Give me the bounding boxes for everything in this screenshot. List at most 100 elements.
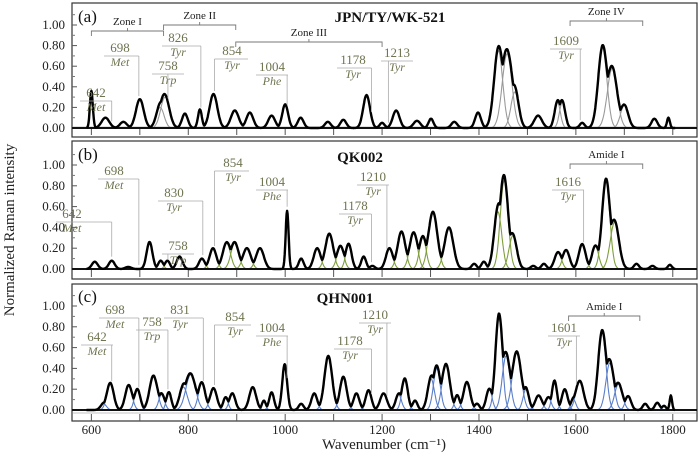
- annotation-residue: Tyr: [367, 322, 383, 336]
- y-tick-label: 0.40: [42, 219, 65, 234]
- fitted-component-peak: [502, 351, 531, 411]
- annotation-residue: Tyr: [342, 348, 358, 362]
- annotation-wavenumber: 830: [164, 185, 184, 200]
- annotation-residue: Tyr: [347, 213, 363, 227]
- fitted-component-peak: [491, 53, 523, 129]
- panel-b: 0.000.200.400.600.801.00 QK002(b)642Met69…: [42, 140, 698, 280]
- annotation-wavenumber: 642: [87, 329, 107, 344]
- zone-label: Zone IV: [588, 6, 625, 18]
- fitted-component-peak: [597, 362, 623, 411]
- zone-bracket: Zone IV: [569, 6, 644, 26]
- annotation-wavenumber: 1178: [340, 52, 366, 67]
- annotation-wavenumber: 1210: [362, 307, 388, 322]
- annotation-wavenumber: 1004: [259, 59, 286, 74]
- annotation-wavenumber: 831: [170, 302, 190, 317]
- y-tick-label: 0.60: [42, 58, 65, 73]
- annotation-wavenumber: 758: [158, 58, 178, 73]
- zone-bracket-line: [90, 28, 165, 36]
- x-tick-label: 1400: [466, 422, 492, 437]
- annotation-residue: Phe: [262, 335, 282, 349]
- fitted-component-peak: [425, 367, 448, 411]
- annotation-residue: Tyr: [225, 170, 241, 184]
- zone-bracket-line: [235, 39, 383, 47]
- panel-label: (b): [78, 145, 98, 164]
- zone-label: Zone II: [183, 10, 216, 22]
- fitted-component-peak: [214, 242, 239, 270]
- zone-bracket: Zone II: [163, 10, 237, 30]
- y-tick-label: 0.20: [42, 381, 65, 396]
- zone-bracket-line: [163, 22, 237, 30]
- zone-label: Zone III: [291, 27, 328, 39]
- annotation-wavenumber: 758: [142, 314, 162, 329]
- zone-label: Amide I: [588, 149, 625, 161]
- annotation-residue: Tyr: [170, 45, 186, 59]
- fitted-component-peak: [418, 211, 447, 270]
- fitted-component-peak: [388, 230, 415, 270]
- annotation-wavenumber: 1616: [555, 174, 582, 189]
- zone-bracket: Zone I: [90, 16, 165, 36]
- annotation-wavenumber: 854: [222, 43, 242, 58]
- annotation-wavenumber: 854: [225, 309, 245, 324]
- annotation-residue: Met: [62, 221, 82, 235]
- y-tick-label: 0.00: [42, 261, 65, 276]
- annotation-residue: Tyr: [227, 324, 243, 338]
- annotation-residue: Tyr: [166, 200, 182, 214]
- y-tick-label: 0.00: [42, 120, 65, 135]
- panel-c: 0.00 0.20 0.40 0.60 0.80 1.00 600 800 1000 1200 14…: [42, 283, 698, 437]
- annotation-residue: Met: [86, 100, 106, 114]
- y-tick-label: 0.00: [42, 402, 65, 417]
- annotation-wavenumber: 698: [110, 40, 130, 55]
- y-tick-label: 0.60: [42, 340, 65, 355]
- annotation-residue: Met: [87, 344, 107, 358]
- panel-frame: [71, 283, 698, 422]
- annotation-residue: Tyr: [172, 317, 188, 331]
- annotation-wavenumber: 698: [105, 302, 125, 317]
- panel-frame: [71, 140, 698, 280]
- y-axis-label: Normalized Raman intensity: [2, 143, 18, 316]
- panel-title: JPN/TY/WK-521: [335, 10, 446, 26]
- y-tick-label: 0.80: [42, 38, 65, 53]
- panel-title: QK002: [337, 150, 383, 166]
- annotation-residue: Tyr: [389, 60, 405, 74]
- panel-a: 0.00 0.20 0.40 0.60 0.80 1.00 JPN/TY/WK-521 (a)…: [42, 2, 698, 138]
- annotation-wavenumber: 1213: [384, 45, 410, 60]
- fitted-component-peak: [565, 398, 582, 411]
- annotation-residue: Tyr: [560, 189, 576, 203]
- annotation-wavenumber: 642: [86, 85, 106, 100]
- y-tick-label: 0.40: [42, 79, 65, 94]
- y-tick-label: 1.00: [42, 157, 65, 172]
- fitted-component-peak: [411, 237, 434, 270]
- x-tick-label: 1200: [369, 422, 395, 437]
- annotation-wavenumber: 1178: [342, 198, 368, 213]
- y-tick-label: 0.60: [42, 199, 65, 214]
- panel-title: QHN001: [317, 291, 374, 307]
- zone-label: Zone I: [113, 16, 142, 28]
- fitted-component-peak: [589, 331, 615, 411]
- annotation-wavenumber: 854: [223, 155, 243, 170]
- annotation-residue: Tyr: [558, 48, 574, 62]
- zone-bracket: Amide I: [568, 301, 641, 321]
- spectrum-envelope-line: [85, 44, 676, 130]
- y-tick-label: 0.80: [42, 319, 65, 334]
- annotation-residue: Trp: [144, 329, 161, 343]
- annotation-residue: Phe: [262, 189, 282, 203]
